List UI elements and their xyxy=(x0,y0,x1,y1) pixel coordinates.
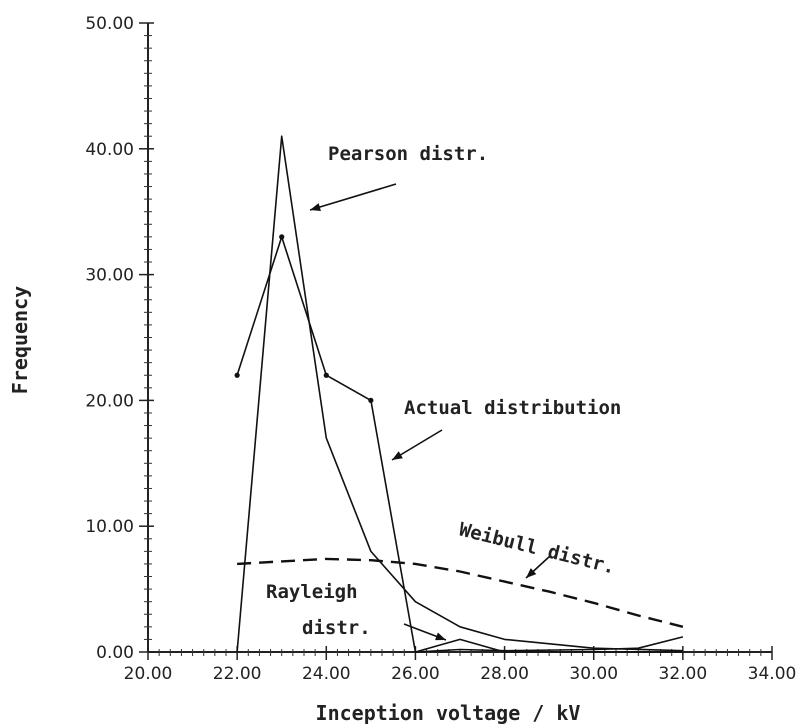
series-line-weibull-distr xyxy=(237,557,684,628)
x-tick-label: 32.00 xyxy=(659,664,708,684)
axes-group xyxy=(139,22,773,660)
x-tick-label: 28.00 xyxy=(480,664,529,684)
x-tick-label: 24.00 xyxy=(302,664,351,684)
data-markers xyxy=(234,234,374,403)
series-layer xyxy=(236,135,684,653)
arrow-pearson-head xyxy=(310,203,321,211)
x-axis-title: Inception voltage / kV xyxy=(316,701,581,725)
major-ticks xyxy=(139,22,773,660)
annotation-rayleigh-2: distr. xyxy=(302,617,371,639)
annotation-weibull: Weibull distr. xyxy=(457,519,618,579)
series-line-rayleigh-distr xyxy=(415,636,684,653)
y-tick-label: 50.00 xyxy=(85,14,134,34)
y-tick-label: 10.00 xyxy=(85,517,134,537)
x-tick-label: 30.00 xyxy=(569,664,618,684)
y-tick-label: 40.00 xyxy=(85,140,134,160)
x-tick-label: 20.00 xyxy=(124,664,173,684)
annotation-actual: Actual distribution xyxy=(404,397,621,419)
annotation-rayleigh-1: Rayleigh xyxy=(266,581,358,603)
actual-data-point xyxy=(368,397,374,403)
series-line-pearson-distr xyxy=(236,135,683,653)
actual-data-point xyxy=(323,372,329,378)
x-tick-label: 26.00 xyxy=(391,664,440,684)
arrow-pearson xyxy=(309,183,397,211)
y-tick-label: 0.00 xyxy=(96,643,134,663)
actual-data-point xyxy=(234,372,240,378)
tick-labels: 20.00 22.00 24.00 26.00 28.00 30.00 32.00 34.00… xyxy=(85,14,796,684)
actual-data-point xyxy=(279,234,285,240)
arrow-actual-head xyxy=(392,451,403,460)
annotation-arrows xyxy=(309,183,551,641)
minor-ticks xyxy=(144,22,773,656)
annotation-pearson: Pearson distr. xyxy=(328,143,488,165)
y-tick-label: 30.00 xyxy=(85,266,134,286)
y-axis-title: Frequency xyxy=(8,286,32,394)
y-tick-label: 20.00 xyxy=(85,391,134,411)
x-tick-label: 34.00 xyxy=(748,664,797,684)
arrow-weibull-head xyxy=(526,568,537,578)
x-tick-label: 22.00 xyxy=(213,664,262,684)
arrow-rayleigh-head xyxy=(435,632,446,641)
